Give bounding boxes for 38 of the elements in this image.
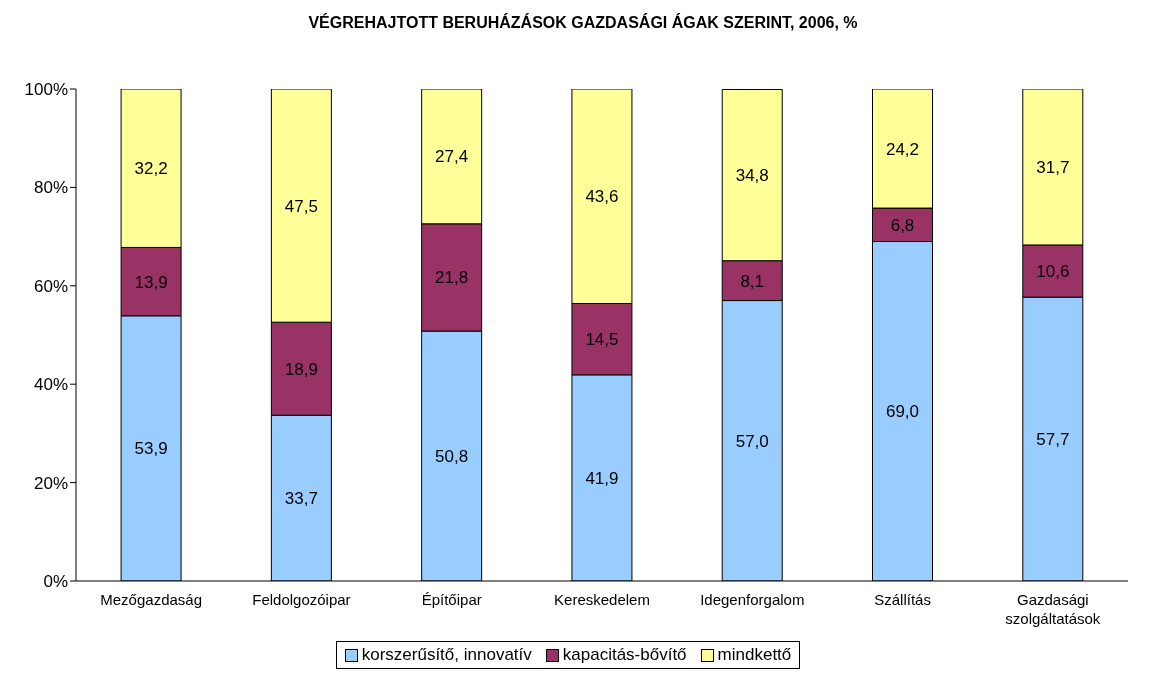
legend-label: kapacitás-bővítő: [561, 645, 687, 665]
y-tick-label: 80%: [33, 178, 68, 198]
y-tick-label: 60%: [33, 276, 68, 296]
y-tick-label: 40%: [33, 375, 68, 395]
data-label: 43,6: [585, 187, 619, 207]
x-tick-label: Mezőgazdaság: [100, 591, 203, 608]
data-label: 50,8: [435, 447, 469, 467]
x-tick-label: Kereskedelem: [554, 591, 650, 608]
data-label: 24,2: [885, 139, 920, 159]
data-label: 27,4: [435, 147, 469, 167]
x-tick-label: Gazdasági szolgáltatások: [1005, 591, 1101, 627]
data-label: 14,5: [585, 330, 619, 350]
data-label: 33,7: [284, 489, 318, 509]
data-label: 18,9: [284, 359, 318, 379]
chart-title: VÉGREHAJTOTT BERUHÁZÁSOK GAZDASÁGI ÁGAK SZERINT, 2006, %: [307, 12, 859, 33]
x-tick-label: Feldolgozóipar: [252, 591, 351, 608]
data-label: 6,8: [890, 215, 915, 235]
data-label: 57,7: [1036, 430, 1070, 450]
data-label: 13,9: [134, 272, 168, 292]
data-label: 34,8: [735, 166, 769, 186]
data-label: 47,5: [284, 196, 318, 216]
x-tick-label: Idegenforgalom: [700, 591, 805, 608]
data-label: 57,0: [735, 431, 769, 451]
y-tick-label: 0%: [43, 572, 68, 592]
x-tick-label: Szállítás: [874, 591, 931, 608]
data-label: 10,6: [1036, 262, 1070, 282]
data-label: 21,8: [435, 268, 469, 288]
data-label: 8,1: [740, 271, 765, 291]
y-tick-label: 100%: [24, 80, 68, 100]
data-label: 32,2: [134, 159, 168, 179]
data-label: 41,9: [585, 468, 619, 488]
y-tick-label: 20%: [33, 473, 68, 493]
x-tick-label: Építőipar: [421, 591, 482, 608]
data-label: 53,9: [134, 439, 168, 459]
legend-label: korszerűsítő, innovatív: [360, 645, 532, 665]
data-label: 69,0: [885, 402, 920, 422]
data-label: 31,7: [1036, 158, 1070, 178]
legend-label: mindkettő: [716, 645, 792, 665]
